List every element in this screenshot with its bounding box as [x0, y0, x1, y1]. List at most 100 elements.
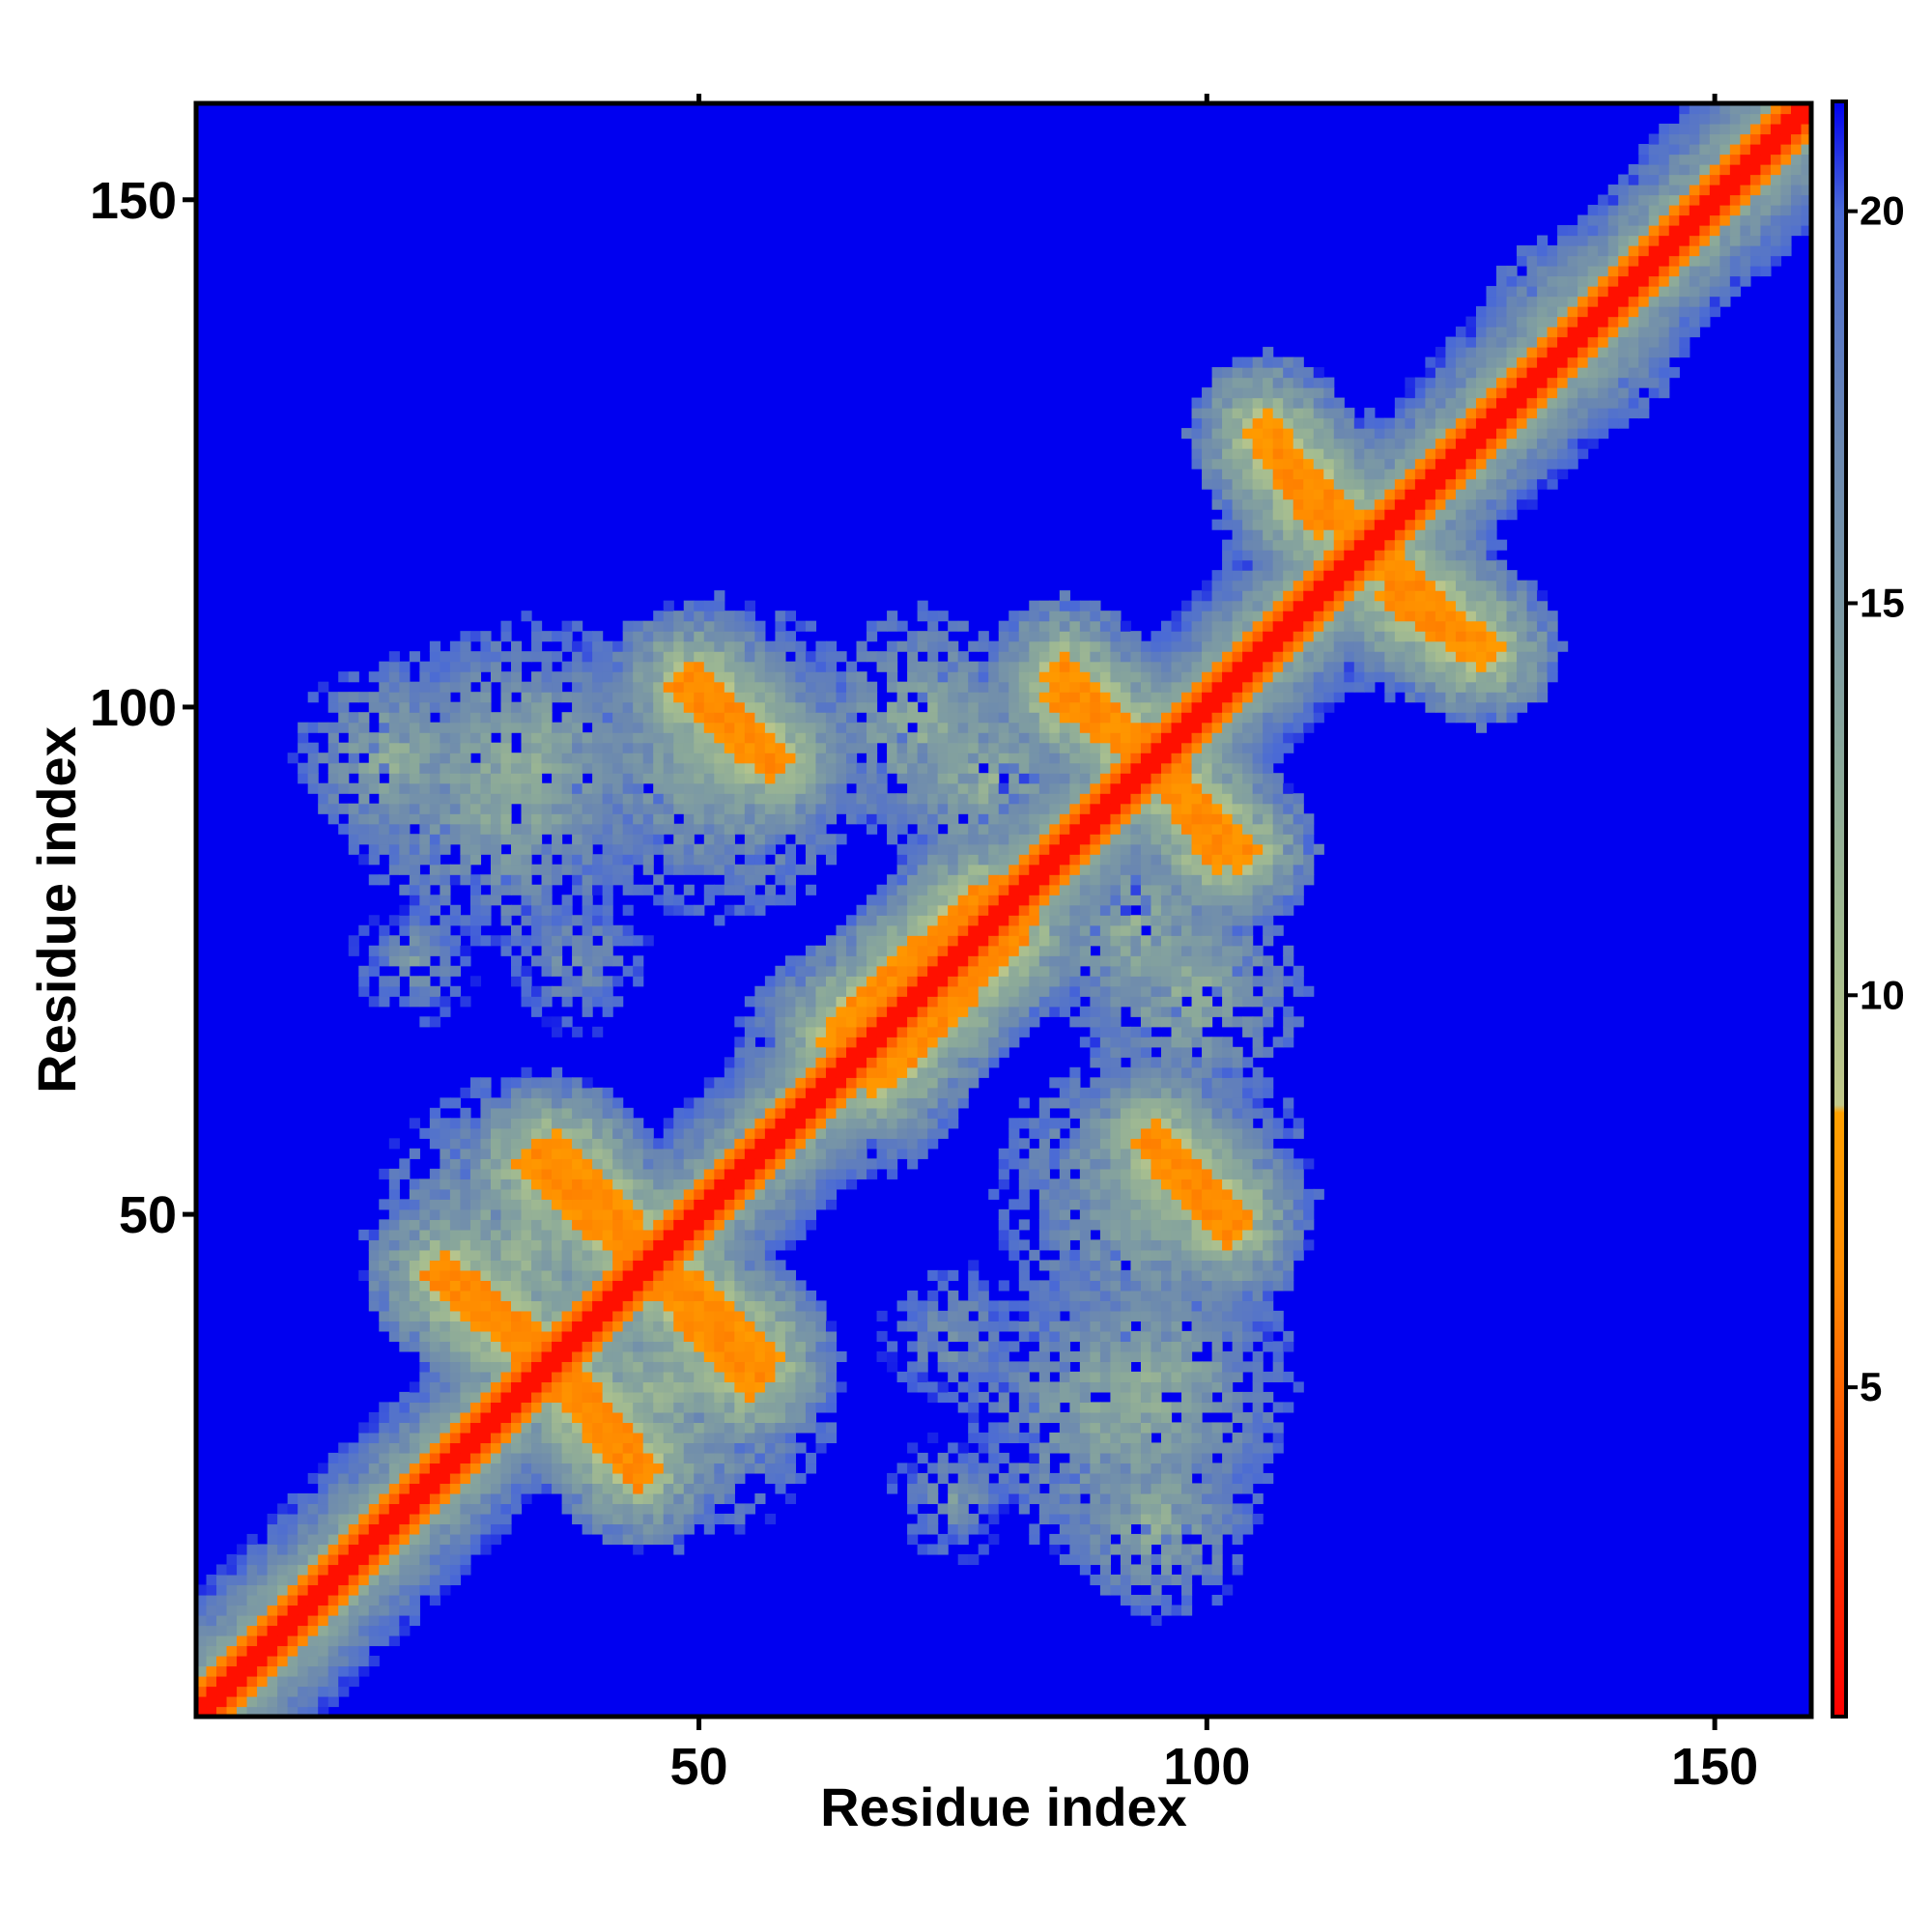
heatmap-cell [552, 1381, 563, 1393]
heatmap-cell [500, 1280, 512, 1292]
heatmap-cell [988, 1463, 1000, 1474]
heatmap-cell [988, 661, 1000, 672]
heatmap-cell [510, 1219, 523, 1231]
heatmap-cell [368, 1260, 380, 1271]
heatmap-cell [887, 1118, 898, 1129]
heatmap-cell [703, 1442, 715, 1454]
heatmap-cell [714, 753, 725, 764]
heatmap-cell [683, 1280, 695, 1292]
heatmap-cell [896, 803, 908, 814]
heatmap-cell [327, 793, 339, 805]
heatmap-cell [388, 854, 400, 866]
heatmap-cell [775, 1026, 786, 1037]
heatmap-cell [896, 742, 908, 753]
heatmap-cell [867, 1006, 878, 1017]
heatmap-cell [653, 793, 665, 805]
heatmap-cell [409, 1341, 420, 1352]
heatmap-cell [257, 1634, 269, 1647]
heatmap-cell [510, 864, 523, 875]
heatmap-cell [784, 1026, 797, 1037]
heatmap-cell [653, 1533, 665, 1546]
heatmap-cell [896, 753, 908, 764]
heatmap-cell [907, 924, 919, 936]
heatmap-cell [358, 1472, 370, 1485]
heatmap-cell [968, 762, 980, 774]
heatmap-cell [449, 1310, 462, 1321]
heatmap-cell [694, 671, 705, 683]
heatmap-cell [490, 1411, 502, 1424]
heatmap-cell [469, 722, 482, 733]
heatmap-cell [602, 1290, 613, 1301]
heatmap-cell [1029, 671, 1040, 683]
heatmap-cell [572, 773, 583, 784]
heatmap-cell [795, 1280, 807, 1292]
heatmap-cell [917, 915, 928, 926]
heatmap-cell [602, 681, 613, 693]
heatmap-cell [622, 1442, 634, 1454]
heatmap-cell [724, 1300, 735, 1312]
heatmap-cell [968, 1046, 980, 1058]
heatmap-cell [500, 1483, 512, 1494]
heatmap-cell [379, 1219, 390, 1231]
heatmap-cell [775, 1077, 786, 1089]
heatmap-cell [572, 1168, 583, 1179]
heatmap-cell [805, 1391, 817, 1403]
heatmap-cell [429, 823, 440, 835]
heatmap-cell [764, 1432, 776, 1444]
heatmap-cell [541, 813, 553, 825]
heatmap-cell [948, 864, 959, 875]
heatmap-cell [480, 1097, 492, 1109]
heatmap-cell [592, 1513, 604, 1525]
heatmap-cell [622, 1229, 634, 1240]
heatmap-cell [449, 1300, 462, 1312]
heatmap-cell [825, 1006, 838, 1017]
heatmap-cell [673, 1127, 685, 1139]
heatmap-cell [602, 1422, 613, 1434]
heatmap-cell [460, 1118, 471, 1129]
heatmap-cell [998, 813, 1009, 825]
heatmap-cell [196, 1625, 208, 1636]
heatmap-cell [561, 1016, 573, 1028]
heatmap-cell [927, 976, 939, 987]
heatmap-cell [592, 1452, 604, 1464]
heatmap-cell [795, 742, 807, 753]
heatmap-cell [957, 965, 969, 977]
heatmap-cell [469, 1087, 482, 1098]
heatmap-cell [764, 773, 776, 784]
heatmap-cell [754, 1280, 766, 1292]
heatmap-cell [917, 895, 928, 906]
heatmap-cell [653, 1138, 665, 1150]
heatmap-cell [754, 1026, 766, 1037]
heatmap-cell [592, 976, 604, 987]
heatmap-cell [612, 1127, 624, 1139]
heatmap-cell [764, 843, 776, 855]
heatmap-cell [775, 1371, 786, 1382]
heatmap-cell [612, 1503, 624, 1515]
heatmap-cell [602, 782, 613, 794]
heatmap-cell [1029, 600, 1040, 611]
heatmap-cell [663, 1330, 674, 1342]
heatmap-cell [1018, 813, 1030, 825]
heatmap-cell [846, 1077, 858, 1089]
heatmap-cell [510, 1290, 523, 1301]
heatmap-cell [409, 1422, 420, 1434]
heatmap-cell [368, 1300, 380, 1312]
heatmap-cell [419, 1249, 431, 1261]
heatmap-cell [1009, 1006, 1020, 1017]
heatmap-cell [572, 1158, 583, 1170]
heatmap-cell [267, 1695, 278, 1708]
heatmap-cell [998, 1219, 1009, 1231]
heatmap-cell [937, 884, 949, 895]
heatmap-cell [744, 1321, 755, 1332]
heatmap-cell [968, 884, 980, 895]
heatmap-cell [775, 1188, 786, 1200]
heatmap-cell [917, 1452, 928, 1464]
heatmap-cell [612, 1148, 624, 1159]
heatmap-cell [338, 1645, 350, 1657]
heatmap-cell [917, 1016, 928, 1028]
heatmap-cell [460, 1310, 471, 1321]
heatmap-cell [541, 884, 553, 895]
heatmap-cell [622, 1381, 634, 1393]
heatmap-cell [805, 864, 817, 875]
heatmap-cell [338, 1686, 350, 1697]
